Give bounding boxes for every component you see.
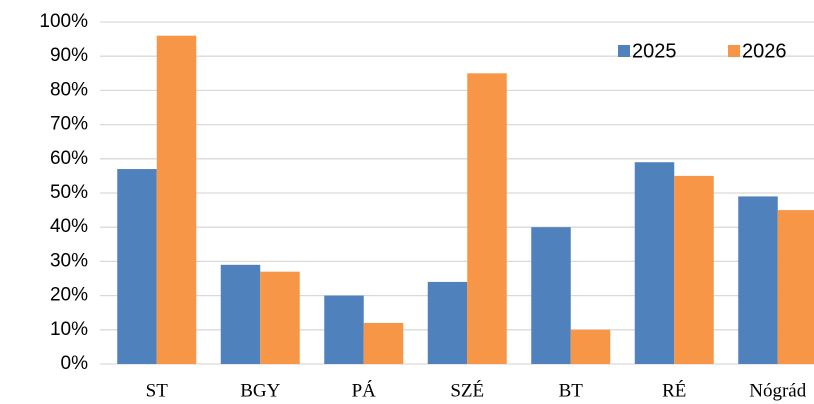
legend-swatch	[728, 45, 740, 57]
x-tick-label: BT	[559, 380, 584, 401]
y-tick-label: 50%	[50, 182, 88, 203]
bar	[220, 264, 261, 364]
bar	[531, 227, 571, 364]
bar	[260, 271, 300, 364]
x-tick-label: Nógrád	[749, 380, 806, 401]
y-tick-label: 30%	[50, 250, 88, 271]
bar	[324, 295, 364, 364]
bar	[363, 322, 404, 364]
y-tick-label: 60%	[50, 148, 88, 169]
bar	[117, 169, 157, 364]
y-tick-label: 20%	[50, 285, 88, 306]
y-tick-label: 10%	[50, 319, 88, 340]
legend-label: 2026	[742, 40, 787, 62]
bar	[467, 73, 507, 365]
bar	[427, 281, 468, 364]
y-tick-label: 80%	[50, 79, 88, 100]
bar	[674, 175, 714, 364]
bar	[156, 35, 197, 365]
y-tick-label: 90%	[50, 45, 88, 66]
bar	[777, 210, 814, 364]
x-tick-label: PÁ	[352, 379, 377, 401]
x-tick-label: BGY	[240, 380, 280, 401]
x-tick-label: ST	[146, 380, 169, 401]
y-tick-label: 70%	[50, 114, 88, 135]
y-tick-label: 0%	[61, 353, 89, 374]
legend-label: 2025	[632, 40, 677, 62]
x-tick-label: SZÉ	[450, 379, 484, 401]
bar	[738, 196, 778, 364]
bar	[570, 329, 611, 364]
y-tick-label: 100%	[39, 11, 88, 32]
y-tick-label: 40%	[50, 216, 88, 237]
x-tick-label: RÉ	[662, 379, 686, 401]
bar	[634, 162, 675, 364]
legend-swatch	[618, 45, 630, 57]
